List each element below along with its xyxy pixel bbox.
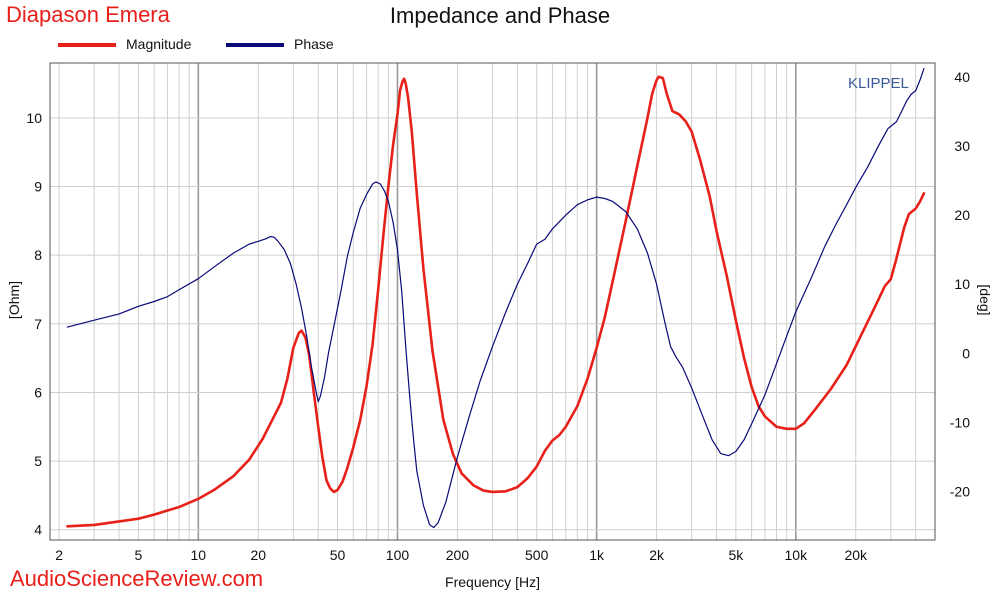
y-tick-label-right: 20 <box>954 207 970 223</box>
klippel-brand-label: KLIPPEL <box>848 75 909 92</box>
product-name: Diapason Emera <box>6 2 170 27</box>
y-tick-label-right: 0 <box>962 345 970 361</box>
legend-swatch-magnitude <box>58 43 116 47</box>
x-tick-label: 2 <box>55 547 63 563</box>
y-axis-label-left: [Ohm] <box>6 281 22 319</box>
chart-title: Impedance and Phase <box>389 3 611 28</box>
y-tick-label-left: 9 <box>34 179 42 195</box>
x-tick-label: 10k <box>785 547 809 563</box>
x-tick-label: 20k <box>844 547 868 563</box>
legend-swatch-phase <box>226 43 284 47</box>
site-watermark: AudioScienceReview.com <box>10 566 264 591</box>
y-tick-label-right: 10 <box>954 276 970 292</box>
x-tick-label: 1k <box>589 547 605 563</box>
plot-frame <box>49 62 936 541</box>
x-tick-label: 200 <box>446 547 470 563</box>
x-tick-label: 20 <box>250 547 266 563</box>
x-tick-label: 5k <box>728 547 744 563</box>
y-tick-label-left: 10 <box>26 110 42 126</box>
x-tick-label: 100 <box>386 547 410 563</box>
x-tick-label: 50 <box>330 547 346 563</box>
y-tick-label-left: 5 <box>34 453 42 469</box>
x-tick-label: 10 <box>191 547 207 563</box>
y-tick-label-left: 4 <box>34 522 42 538</box>
x-tick-label: 500 <box>525 547 549 563</box>
y-axis-label-right: [deg] <box>977 284 993 315</box>
series-layer <box>66 67 926 529</box>
series-line-phase <box>66 67 925 529</box>
series-line-magnitude <box>66 75 926 528</box>
y-tick-label-right: 30 <box>954 138 970 154</box>
y-tick-label-left: 7 <box>34 316 42 332</box>
y-tick-label-left: 6 <box>34 384 42 400</box>
y-tick-label-right: -10 <box>950 414 970 430</box>
x-tick-label: 5 <box>134 547 142 563</box>
x-tick-label: 2k <box>649 547 665 563</box>
legend-label-magnitude: Magnitude <box>126 36 192 52</box>
y-tick-label-right: 40 <box>954 69 970 85</box>
y-tick-label-right: -20 <box>950 484 970 500</box>
y-tick-label-left: 8 <box>34 247 42 263</box>
grid <box>50 63 936 540</box>
x-axis-label: Frequency [Hz] <box>445 574 540 590</box>
tick-labels: 2 5 10 20 50 100 200 500 1k 2k 5k 10k 20k45678910-20… <box>26 69 970 563</box>
legend-label-phase: Phase <box>294 36 334 52</box>
